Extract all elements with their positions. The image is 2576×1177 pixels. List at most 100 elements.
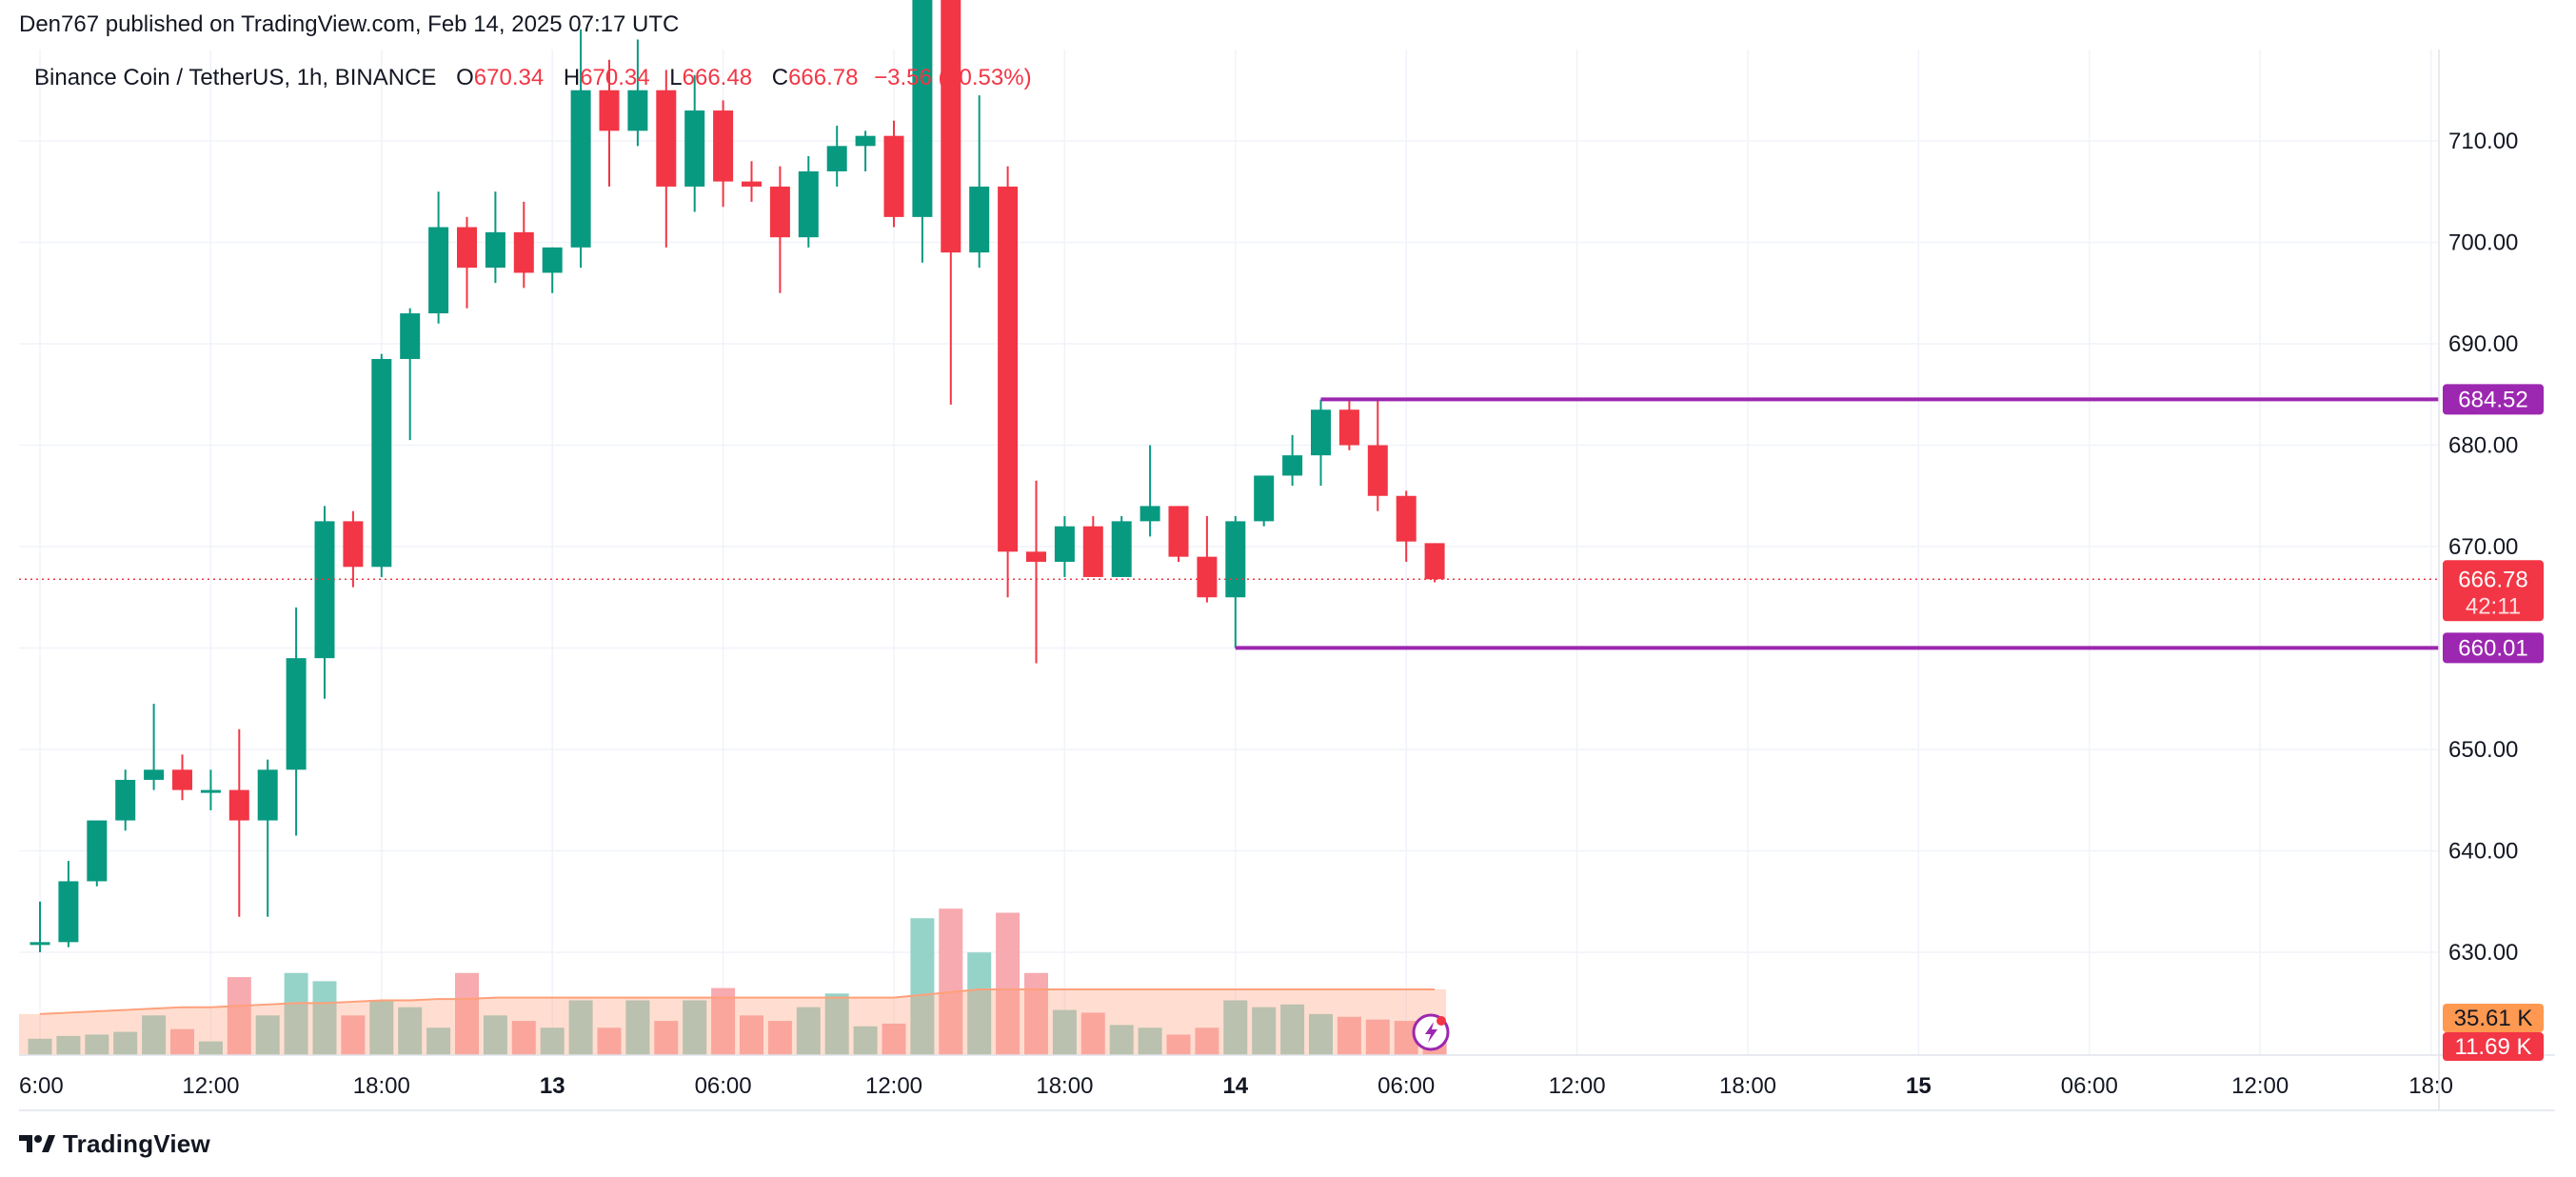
candle[interactable] — [485, 191, 505, 284]
candle[interactable] — [400, 308, 421, 441]
candle[interactable] — [428, 191, 449, 324]
candle[interactable] — [941, 0, 961, 405]
candle[interactable] — [1139, 445, 1160, 537]
candle[interactable] — [87, 820, 108, 887]
candle-body[interactable] — [1338, 409, 1359, 446]
lightning-icon[interactable] — [1412, 1013, 1450, 1051]
candle-body[interactable] — [1367, 445, 1388, 496]
candle[interactable] — [769, 166, 790, 293]
candle[interactable] — [656, 70, 677, 248]
candle[interactable] — [542, 247, 563, 293]
candle-body[interactable] — [1054, 526, 1075, 562]
candle[interactable] — [286, 607, 307, 836]
candle[interactable] — [1338, 399, 1359, 450]
candle-body[interactable] — [570, 90, 591, 248]
candle-body[interactable] — [627, 90, 648, 131]
candle[interactable] — [144, 704, 165, 790]
candle[interactable] — [1254, 475, 1275, 527]
horizontal-levels[interactable] — [19, 397, 2439, 650]
candle[interactable] — [115, 769, 136, 831]
candle-body[interactable] — [1111, 521, 1132, 577]
candle[interactable] — [58, 861, 79, 948]
candle[interactable] — [1367, 399, 1388, 511]
candle-body[interactable] — [1082, 526, 1103, 577]
candle[interactable] — [513, 201, 534, 289]
candle-body[interactable] — [769, 186, 790, 238]
candle-body[interactable] — [998, 186, 1019, 552]
candle[interactable] — [1082, 516, 1103, 577]
candle-body[interactable] — [172, 769, 192, 790]
candle-body[interactable] — [1026, 551, 1046, 562]
candle-body[interactable] — [485, 231, 505, 269]
candle[interactable] — [599, 59, 620, 187]
candle[interactable] — [627, 39, 648, 147]
candle[interactable] — [883, 120, 904, 228]
candle-body[interactable] — [1168, 506, 1189, 557]
candle-body[interactable] — [513, 231, 534, 273]
candle-body[interactable] — [1197, 556, 1218, 598]
candle-body[interactable] — [144, 769, 165, 780]
candle[interactable] — [570, 29, 591, 269]
candle[interactable] — [826, 126, 847, 187]
candle-body[interactable] — [1311, 409, 1331, 456]
candle-body[interactable] — [969, 186, 990, 253]
candle-body[interactable] — [1282, 455, 1303, 476]
candle-body[interactable] — [343, 521, 364, 568]
candle[interactable] — [684, 74, 705, 212]
candle[interactable] — [912, 0, 933, 263]
candle-body[interactable] — [115, 779, 136, 821]
candle-body[interactable] — [941, 0, 961, 253]
candle-body[interactable] — [58, 881, 79, 943]
candle[interactable] — [969, 95, 990, 269]
candle-body[interactable] — [1139, 506, 1160, 522]
candle[interactable] — [172, 754, 192, 801]
candle-body[interactable] — [1424, 543, 1445, 580]
candle-body[interactable] — [855, 135, 876, 147]
candle-body[interactable] — [742, 181, 762, 187]
candle[interactable] — [1225, 516, 1246, 648]
candle[interactable] — [228, 728, 249, 917]
candle[interactable] — [30, 901, 50, 952]
candle[interactable] — [314, 506, 335, 699]
candle[interactable] — [371, 353, 392, 577]
candle[interactable] — [1197, 516, 1218, 603]
candle-body[interactable] — [228, 789, 249, 821]
candle-body[interactable] — [1225, 521, 1246, 598]
candle[interactable] — [1311, 399, 1331, 487]
candle-body[interactable] — [1396, 495, 1417, 542]
candle-body[interactable] — [400, 313, 421, 359]
candle-body[interactable] — [200, 789, 221, 793]
candle[interactable] — [855, 130, 876, 171]
candle[interactable] — [742, 161, 762, 202]
candle-body[interactable] — [257, 769, 278, 821]
candle[interactable] — [1282, 434, 1303, 487]
candle-body[interactable] — [286, 658, 307, 770]
candle[interactable] — [1026, 480, 1046, 664]
candle-body[interactable] — [912, 0, 933, 217]
candle-body[interactable] — [371, 358, 392, 568]
legend-symbol[interactable]: Binance Coin / TetherUS, 1h, BINANCE — [34, 65, 437, 90]
candle-body[interactable] — [798, 170, 819, 238]
candle-body[interactable] — [826, 146, 847, 171]
candle-body[interactable] — [30, 942, 50, 946]
candles[interactable] — [30, 0, 1445, 952]
candle-body[interactable] — [457, 227, 477, 269]
candle-body[interactable] — [542, 247, 563, 273]
candle[interactable] — [798, 155, 819, 248]
tradingview-footer[interactable]: TradingView — [19, 1127, 210, 1160]
candle[interactable] — [200, 769, 221, 810]
candle-body[interactable] — [684, 110, 705, 187]
candle[interactable] — [1111, 516, 1132, 577]
candle-body[interactable] — [713, 110, 734, 182]
candle-body[interactable] — [599, 90, 620, 131]
candle-body[interactable] — [87, 820, 108, 882]
candle[interactable] — [713, 100, 734, 208]
candle-body[interactable] — [314, 521, 335, 659]
candle[interactable] — [1054, 516, 1075, 577]
candle[interactable] — [1168, 506, 1189, 562]
candle-body[interactable] — [656, 90, 677, 187]
candle[interactable] — [998, 166, 1019, 598]
candle[interactable] — [457, 216, 477, 309]
candle[interactable] — [257, 759, 278, 917]
